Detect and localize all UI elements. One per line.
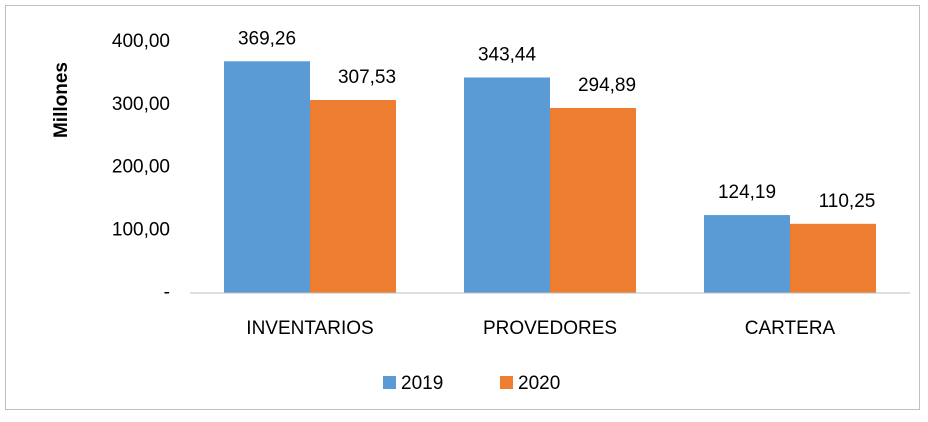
bar [224,61,310,293]
y-tick-label: - [164,282,170,303]
value-label: 124,19 [718,182,776,203]
value-label: 343,44 [478,45,537,66]
bar [790,223,876,293]
legend-swatch [500,376,513,389]
bar [704,215,790,293]
y-tick-label: 100,00 [112,219,170,240]
x-tick-label: CARTERA [745,318,836,339]
y-tick-label: 400,00 [112,31,170,52]
legend-label: 2020 [518,373,560,394]
bar [464,77,550,294]
legend-label: 2019 [401,373,443,394]
value-label: 369,26 [238,28,296,49]
value-label: 307,53 [338,67,396,88]
x-tick-label: PROVEDORES [483,318,617,339]
bar [310,100,396,293]
y-tick-label: 200,00 [112,157,170,178]
legend-swatch [383,376,396,389]
chart-frame [5,5,920,410]
value-label: 110,25 [819,191,876,212]
value-label: 294,89 [578,75,636,96]
bar [550,107,636,293]
y-tick-label: 300,00 [112,94,170,115]
x-tick-label: INVENTARIOS [246,318,373,339]
y-axis-title: Millones [51,62,72,138]
